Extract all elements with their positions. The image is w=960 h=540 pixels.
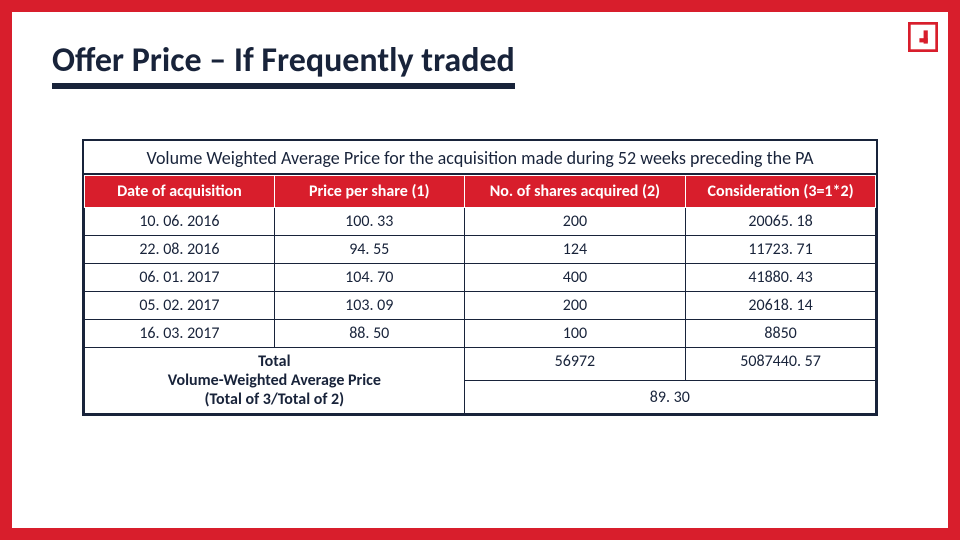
total-label-cell: TotalVolume-Weighted Average Price(Total… [85,348,465,414]
vwap-table-container: Volume Weighted Average Price for the ac… [82,139,878,416]
table-cell: 100. 33 [274,208,464,236]
total-label: Total [258,352,290,371]
table-cell: 22. 08. 2016 [85,236,275,264]
table-cell: 41880. 43 [686,264,876,292]
table-row: 06. 01. 2017104. 7040041880. 43 [85,264,876,292]
col-shares: No. of shares acquired (2) [464,176,685,208]
table-cell: 05. 02. 2017 [85,292,275,320]
total-consideration: 5087440. 57 [686,348,876,381]
table-cell: 16. 03. 2017 [85,320,275,348]
table-cell: 88. 50 [274,320,464,348]
table-row: 05. 02. 2017103. 0920020618. 14 [85,292,876,320]
total-row: TotalVolume-Weighted Average Price(Total… [85,348,876,381]
table-cell: 104. 70 [274,264,464,292]
slide-frame: Offer Price – If Frequently traded Volum… [0,0,960,540]
page-title: Offer Price – If Frequently traded [52,40,515,89]
table-row: 22. 08. 201694. 5512411723. 71 [85,236,876,264]
vwap-label-line2: (Total of 3/Total of 2) [205,390,345,409]
table-cell: 200 [464,208,685,236]
vwap-table: Date of acquisition Price per share (1) … [84,175,876,414]
table-caption: Volume Weighted Average Price for the ac… [84,141,876,175]
table-header-row: Date of acquisition Price per share (1) … [85,176,876,208]
vwap-value: 89. 30 [464,381,875,414]
total-shares: 56972 [464,348,685,381]
table-cell: 400 [464,264,685,292]
col-consideration: Consideration (3=1*2) [686,176,876,208]
table-cell: 94. 55 [274,236,464,264]
brand-logo-icon [908,22,938,52]
table-cell: 8850 [686,320,876,348]
table-cell: 103. 09 [274,292,464,320]
vwap-label-line1: Volume-Weighted Average Price [168,371,381,390]
table-row: 10. 06. 2016100. 3320020065. 18 [85,208,876,236]
table-cell: 20065. 18 [686,208,876,236]
table-row: 16. 03. 201788. 501008850 [85,320,876,348]
slide-content: Offer Price – If Frequently traded Volum… [12,12,948,416]
table-cell: 124 [464,236,685,264]
table-cell: 20618. 14 [686,292,876,320]
col-date: Date of acquisition [85,176,275,208]
col-price: Price per share (1) [274,176,464,208]
table-cell: 100 [464,320,685,348]
table-cell: 200 [464,292,685,320]
table-cell: 10. 06. 2016 [85,208,275,236]
table-cell: 11723. 71 [686,236,876,264]
table-cell: 06. 01. 2017 [85,264,275,292]
